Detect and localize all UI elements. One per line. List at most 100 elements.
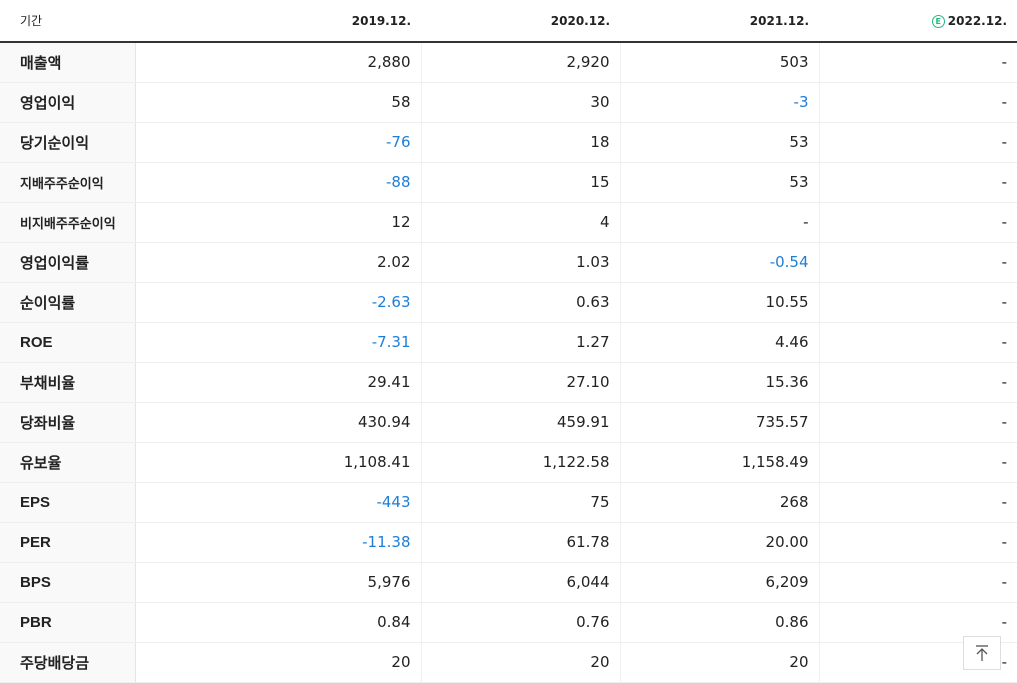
value-cell: -	[620, 202, 820, 243]
value-cell: -	[819, 522, 1017, 563]
value-cell: 30	[421, 82, 621, 123]
value-cell: 5,976	[135, 562, 422, 603]
value-cell: 0.76	[421, 602, 621, 643]
table-row: 당좌비율 430.94 459.91 735.57-	[0, 402, 1017, 443]
value-cell: 18	[421, 122, 621, 163]
period-header: 기간	[0, 0, 135, 43]
value-cell: 1,158.49	[620, 442, 820, 483]
value-cell: 2,920	[421, 42, 621, 83]
value-cell: -	[819, 82, 1017, 123]
value-cell: -	[819, 202, 1017, 243]
row-label: 당기순이익	[0, 122, 136, 163]
value-cell: 6,044	[421, 562, 621, 603]
row-label: 영업이익률	[0, 241, 136, 283]
value-cell: 6,209	[620, 562, 820, 603]
table-row: 매출액 2,880 2,920 503-	[0, 42, 1017, 83]
value-cell: 2.02	[135, 241, 422, 283]
row-label: 영업이익	[0, 82, 136, 123]
value-cell: -	[819, 402, 1017, 443]
value-cell: 1,122.58	[421, 442, 621, 483]
row-label: 주당배당금	[0, 641, 136, 683]
year-header-2021: 2021.12.	[620, 0, 819, 43]
value-cell: 15	[421, 162, 621, 203]
value-cell: -	[819, 562, 1017, 603]
value-cell: -76	[135, 122, 422, 163]
value-cell: 4.46	[620, 322, 820, 363]
value-cell: 29.41	[135, 361, 422, 403]
year-header-2020: 2020.12.	[421, 0, 620, 43]
value-cell: -	[819, 361, 1017, 403]
value-cell: 459.91	[421, 402, 621, 443]
value-cell: 20	[135, 641, 422, 683]
value-cell: 503	[620, 42, 820, 83]
value-cell: -3	[620, 82, 820, 123]
row-label: BPS	[0, 562, 136, 603]
row-label: 유보율	[0, 442, 136, 483]
value-cell: 0.63	[421, 282, 621, 323]
table-row: 부채비율 29.41 27.10 15.36-	[0, 361, 1017, 403]
value-cell: -	[819, 122, 1017, 163]
header-row: 기간 2019.12. 2020.12. 2021.12. E 2022.12.	[0, 0, 1017, 43]
value-cell: 0.86	[620, 602, 820, 643]
value-cell: 15.36	[620, 361, 820, 403]
value-cell: 20.00	[620, 522, 820, 563]
value-cell: 75	[421, 481, 621, 523]
value-cell: 268	[620, 481, 820, 523]
value-cell: 4	[421, 202, 621, 243]
value-cell: -443	[135, 481, 422, 523]
row-label: ROE	[0, 322, 136, 363]
value-cell: 1.27	[421, 322, 621, 363]
table-row: 당기순이익 -76 18 53-	[0, 122, 1017, 163]
year-header-2022: E 2022.12.	[819, 0, 1017, 43]
value-cell: 58	[135, 82, 422, 123]
value-cell: -	[819, 322, 1017, 363]
row-label: 당좌비율	[0, 402, 136, 443]
value-cell: -	[819, 42, 1017, 83]
value-cell: -0.54	[620, 241, 820, 283]
value-cell: 430.94	[135, 402, 422, 443]
row-label: EPS	[0, 481, 136, 523]
table-row: 순이익률 -2.63 0.63 10.55-	[0, 282, 1017, 323]
table-row: PER -11.38 61.78 20.00-	[0, 522, 1017, 563]
row-label: 매출액	[0, 42, 136, 83]
row-label: 지배주주순이익	[0, 162, 136, 203]
table-row: PBR 0.84 0.76 0.86-	[0, 602, 1017, 643]
value-cell: 27.10	[421, 361, 621, 403]
value-cell: -	[819, 162, 1017, 203]
value-cell: 12	[135, 202, 422, 243]
table-row: 영업이익 58 30 -3-	[0, 82, 1017, 123]
table-row: 지배주주순이익 -88 15 53-	[0, 162, 1017, 203]
table-row: 비지배주주순이익 12 4- -	[0, 202, 1017, 243]
value-cell: -	[819, 481, 1017, 523]
table-row: 유보율 1,108.41 1,122.58 1,158.49-	[0, 442, 1017, 483]
value-cell: 20	[421, 641, 621, 683]
value-cell: -7.31	[135, 322, 422, 363]
value-cell: 53	[620, 162, 820, 203]
value-cell: -2.63	[135, 282, 422, 323]
value-cell: 0.84	[135, 602, 422, 643]
table-row: ROE -7.31 1.27 4.46-	[0, 322, 1017, 363]
value-cell: -	[819, 442, 1017, 483]
value-cell: 735.57	[620, 402, 820, 443]
table-row: 영업이익률 2.02 1.03 -0.54-	[0, 241, 1017, 283]
table-row: EPS -443 75 268-	[0, 481, 1017, 523]
value-cell: -	[819, 241, 1017, 283]
row-label: 비지배주주순이익	[0, 202, 136, 243]
value-cell: -88	[135, 162, 422, 203]
value-cell: 2,880	[135, 42, 422, 83]
value-cell: 20	[620, 641, 820, 683]
table-row: BPS 5,976 6,044 6,209-	[0, 562, 1017, 603]
estimate-icon: E	[931, 14, 945, 28]
value-cell: 61.78	[421, 522, 621, 563]
row-label: PBR	[0, 602, 136, 643]
table-row: 주당배당금 20 20 20-	[0, 641, 1017, 683]
value-cell: -	[819, 282, 1017, 323]
row-label: 부채비율	[0, 361, 136, 403]
arrow-up-to-top-icon	[976, 645, 988, 661]
year-header-2019: 2019.12.	[135, 0, 421, 43]
scroll-to-top-button[interactable]	[963, 636, 1001, 670]
row-label: 순이익률	[0, 282, 136, 323]
value-cell: 53	[620, 122, 820, 163]
value-cell: -	[819, 602, 1017, 643]
